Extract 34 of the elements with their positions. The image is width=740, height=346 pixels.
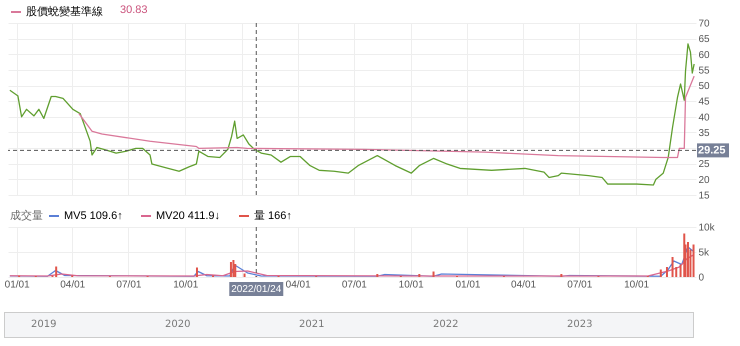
range-navigator: 2019 2020 2021 2022 2023 bbox=[4, 312, 694, 338]
x-tick-label: 07/01 bbox=[116, 280, 142, 290]
x-tick-label: 01/01 bbox=[4, 280, 30, 290]
y-tick-label: 65 bbox=[698, 34, 710, 46]
legend-label: MV20 411.9↓ bbox=[156, 210, 220, 222]
legend-label: 股價蛻變基準線 bbox=[26, 5, 103, 18]
y-tick-label: 45 bbox=[698, 96, 710, 108]
x-tick-label: 04/01 bbox=[511, 280, 537, 290]
ref-line-label: 29.25 bbox=[698, 144, 726, 156]
text: 30.83 bbox=[120, 4, 148, 16]
x-tick-label: 10/01 bbox=[624, 280, 650, 290]
x-tick-label: 04/01 bbox=[286, 280, 312, 290]
y-tick-label: 25 bbox=[698, 159, 710, 170]
legend-label: MV5 109.6↑ bbox=[64, 210, 123, 222]
x-tick-label: 10/01 bbox=[173, 280, 199, 290]
x-tick-label: 10/01 bbox=[398, 280, 424, 290]
y-tick-label: 15 bbox=[698, 190, 710, 202]
y-tick-label: 5k bbox=[698, 248, 710, 258]
y-tick-label: 40 bbox=[698, 112, 710, 124]
x-tick-label: 07/01 bbox=[567, 280, 593, 290]
y-tick-label: 55 bbox=[698, 65, 710, 76]
ref-line-label: 2022/01/24 bbox=[231, 284, 282, 295]
legend-title: 成交量 bbox=[10, 209, 43, 222]
y-tick-label: 60 bbox=[698, 50, 710, 61]
y-tick-label: 35 bbox=[698, 128, 710, 139]
y-tick-label: 70 bbox=[698, 18, 710, 30]
y-tick-label: 10k bbox=[698, 222, 716, 234]
legend-label: 量 166↑ bbox=[254, 210, 292, 222]
y-tick-label: 20 bbox=[698, 174, 710, 186]
x-tick-label: 04/01 bbox=[60, 280, 86, 290]
x-tick-label: 01/01 bbox=[455, 280, 481, 290]
x-tick-label: 07/01 bbox=[342, 280, 368, 290]
y-tick-label: 0 bbox=[698, 272, 704, 284]
y-tick-label: 50 bbox=[698, 81, 710, 92]
